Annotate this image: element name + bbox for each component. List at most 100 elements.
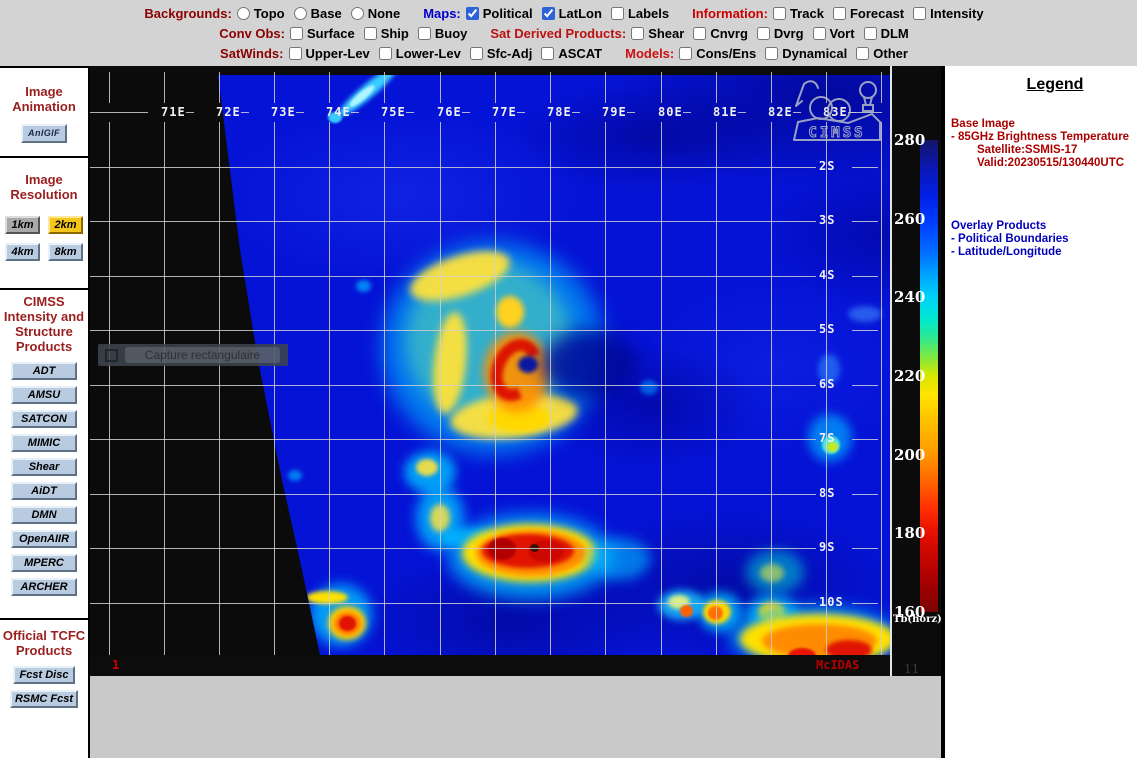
checkbox-labels[interactable] [610, 6, 624, 20]
toolbar-row: Conv Obs: Surface Ship Buoy Sat Derived Prod… [0, 23, 1137, 43]
checkbox-dvrg[interactable] [756, 26, 770, 40]
checkbox-political[interactable] [465, 6, 479, 20]
legend-overlay-block: Overlay Products - Political Boundaries - … [951, 220, 1135, 259]
lat-label: 6S [819, 376, 836, 391]
button-rsmc-fcst[interactable]: RSMC Fcst [9, 690, 79, 708]
button-2km[interactable]: 2km [48, 216, 83, 234]
capture-tooltip-text: Capture rectangulaire [125, 347, 280, 363]
checkbox-cnvrg[interactable] [693, 26, 707, 40]
checkbox-label-labels: Labels [627, 5, 670, 21]
group-label-backgrounds: Backgrounds: [144, 5, 232, 21]
button-8km[interactable]: 8km [48, 243, 83, 261]
convection-blob [488, 538, 516, 560]
sidebar-buttons: Fcst Disc RSMC Fcst [0, 666, 88, 708]
button-amsu[interactable]: AMSU [11, 386, 77, 404]
gridline-v [329, 72, 330, 103]
checkbox-surface[interactable] [289, 26, 303, 40]
checkbox-upper-lev[interactable] [288, 46, 302, 60]
lat-label: 4S [819, 267, 836, 282]
lat-label: 7S [819, 431, 836, 445]
sidebar-section-image-animation: Image Animation AnIGIF [0, 68, 88, 158]
toolbar-row: SatWinds: Upper-Lev Lower-Lev Sfc-Adj ASCAT M… [0, 43, 1137, 63]
convection-blob [826, 640, 872, 655]
button-1km[interactable]: 1km [5, 216, 40, 234]
checkbox-label-dynamical: Dynamical [782, 45, 848, 61]
gridline-v [274, 122, 275, 655]
mcidas-watermark: McIDAS [816, 658, 860, 672]
logo-banner [793, 112, 881, 141]
radio-topo[interactable] [236, 6, 250, 20]
colorbar: 280 260 240 220 200 180 160 Tb(horz) 11 [890, 66, 942, 676]
convection-blob [339, 616, 356, 631]
checkbox-vort[interactable] [812, 26, 826, 40]
button-openaiir[interactable]: OpenAIIR [11, 530, 77, 548]
gridline-v [219, 122, 220, 655]
button-mperc[interactable]: MPERC [11, 554, 77, 572]
checkbox-lower-lev[interactable] [378, 46, 392, 60]
button-anigif[interactable]: AnIGIF [21, 124, 67, 143]
checkbox-item-sfc-adj: Sfc-Adj [469, 46, 532, 61]
group-label-sat-derived-products: Sat Derived Products: [490, 25, 627, 41]
gridline-v [881, 72, 882, 103]
button-satcon[interactable]: SATCON [11, 410, 77, 428]
checkbox-track[interactable] [772, 6, 786, 20]
button-adt[interactable]: ADT [11, 362, 77, 380]
radio-label-none: None [367, 5, 401, 21]
checkbox-forecast[interactable] [832, 6, 846, 20]
checkbox-dlm[interactable] [863, 26, 877, 40]
map-bottom-bar [90, 655, 890, 676]
legend-base-image-block: Base Image - 85GHz Brightness Temperature… [951, 118, 1135, 170]
checkbox-buoy[interactable] [417, 26, 431, 40]
toolbar-group-information: Information: Track Forecast Intensity [692, 6, 992, 21]
checkbox-label-track: Track [789, 5, 824, 21]
checkbox-label-vort: Vort [829, 25, 855, 41]
radio-label-base: Base [310, 5, 342, 21]
checkbox-latlon[interactable] [541, 6, 555, 20]
convection-blob [708, 606, 723, 620]
checkbox-sfc-adj[interactable] [469, 46, 483, 60]
button-fcst-disc[interactable]: Fcst Disc [13, 666, 75, 684]
lon-label: 76E [437, 105, 462, 119]
gridline-h [90, 384, 816, 386]
convection-blob [356, 280, 371, 292]
gridline-h [683, 112, 691, 113]
button-shear[interactable]: Shear [11, 458, 77, 476]
colorbar-tick: 160 [894, 603, 926, 621]
checkbox-shear[interactable] [631, 26, 645, 40]
checkbox-ascat[interactable] [541, 46, 555, 60]
gridline-h [852, 439, 878, 440]
radio-none[interactable] [350, 6, 364, 20]
top-toolbar: Backgrounds: Topo Base None Maps: Political La… [0, 0, 1137, 66]
radio-item-base: Base [293, 5, 342, 21]
legend-panel: Legend Base Image - 85GHz Brightness Temp… [941, 66, 1137, 758]
lon-label: 77E [492, 105, 517, 119]
convection-blob [416, 459, 438, 476]
lat-label: 8S [819, 485, 836, 500]
button-archer[interactable]: ARCHER [11, 578, 77, 596]
checkbox-dynamical[interactable] [765, 46, 779, 60]
checkbox-label-dvrg: Dvrg [773, 25, 804, 41]
sidebar-buttons: ADT AMSU SATCON MIMIC Shear AiDT DMN OpenAIIR MP… [0, 362, 88, 596]
checkbox-item-buoy: Buoy [417, 26, 467, 41]
button-aidt[interactable]: AiDT [11, 482, 77, 500]
colorbar-tick: 240 [894, 288, 926, 306]
button-dmn[interactable]: DMN [11, 506, 77, 524]
gridline-h [852, 166, 878, 168]
radio-base[interactable] [293, 6, 307, 20]
checkbox-item-lower-lev: Lower-Lev [378, 46, 461, 61]
button-mimic[interactable]: MIMIC [11, 434, 77, 452]
lat-label: 10S [819, 594, 844, 609]
toolbar-group-models: Models: Cons/Ens Dynamical Other [625, 46, 917, 61]
checkbox-intensity[interactable] [913, 6, 927, 20]
checkbox-other[interactable] [856, 46, 870, 60]
colorbar-tick: 260 [894, 210, 926, 228]
gridline-h [90, 275, 816, 277]
sidebar-section-cimss-intensity-and-structure-products: CIMSS Intensity and Structure Products AD… [0, 290, 88, 620]
button-4km[interactable]: 4km [5, 243, 40, 261]
checkbox-cons-ens[interactable] [679, 46, 693, 60]
gridline-v [826, 72, 827, 103]
gridline-h [90, 602, 816, 604]
checkbox-ship[interactable] [363, 26, 377, 40]
checkbox-label-ship: Ship [380, 25, 409, 41]
